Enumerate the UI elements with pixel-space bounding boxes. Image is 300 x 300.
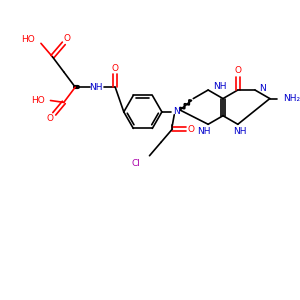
Text: NH₂: NH₂ [283, 94, 300, 103]
Text: NH: NH [196, 128, 210, 136]
Text: O: O [47, 114, 54, 123]
Text: O: O [188, 124, 195, 134]
Text: NH: NH [89, 83, 103, 92]
Text: O: O [112, 64, 119, 73]
Text: Cl: Cl [131, 159, 140, 168]
Text: N: N [259, 84, 266, 93]
Text: NH: NH [213, 82, 226, 91]
Text: O: O [234, 67, 241, 76]
Text: HO: HO [31, 96, 45, 105]
Text: NH: NH [233, 128, 247, 136]
Text: N: N [173, 107, 179, 116]
Text: O: O [63, 34, 70, 43]
Text: HO: HO [22, 35, 35, 44]
